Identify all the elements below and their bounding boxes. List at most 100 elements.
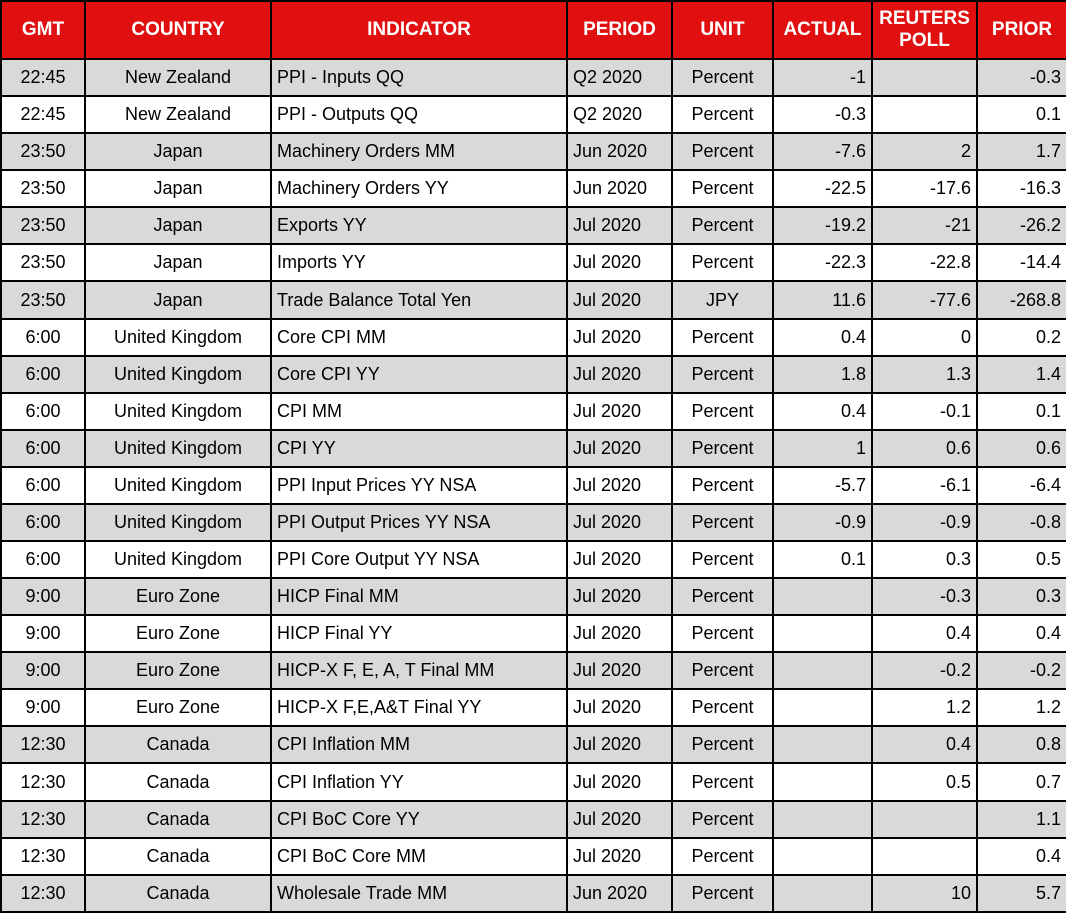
cell-actual: -7.6: [772, 132, 873, 172]
cell-prior: 0.7: [976, 762, 1066, 802]
table-row: 6:00 United Kingdom CPI MM Jul 2020 Percent 0…: [0, 391, 1066, 431]
cell-country: Canada: [84, 836, 272, 876]
cell-actual: -0.9: [772, 502, 873, 543]
cell-country: Japan: [84, 243, 272, 283]
cell-prior: 0.1: [976, 95, 1066, 135]
cell-unit: Percent: [671, 540, 774, 580]
cell-actual: -1: [772, 57, 873, 98]
cell-period: Jul 2020: [566, 206, 673, 246]
cell-period: Jul 2020: [566, 354, 673, 394]
cell-indicator: HICP Final YY: [270, 614, 568, 654]
cell-unit: Percent: [671, 614, 774, 654]
cell-country: United Kingdom: [84, 540, 272, 580]
cell-poll: 0.4: [871, 614, 978, 654]
cell-prior: 5.7: [976, 873, 1066, 913]
cell-prior: 0.4: [976, 836, 1066, 876]
cell-prior: -0.8: [976, 502, 1066, 543]
cell-period: Jul 2020: [566, 540, 673, 580]
cell-poll: -0.9: [871, 502, 978, 543]
cell-prior: -0.2: [976, 651, 1066, 691]
cell-poll: 0.5: [871, 762, 978, 802]
cell-gmt: 9:00: [0, 651, 86, 691]
cell-actual: [772, 614, 873, 654]
cell-poll: -22.8: [871, 243, 978, 283]
cell-country: United Kingdom: [84, 428, 272, 468]
table-row: 12:30 Canada Wholesale Trade MM Jun 2020 Per…: [0, 873, 1066, 913]
table-row: 22:45 New Zealand PPI - Inputs QQ Q2 2020 Pe…: [0, 57, 1066, 98]
cell-actual: 0.1: [772, 540, 873, 580]
cell-unit: Percent: [671, 799, 774, 839]
header-reuters-poll: REUTERS POLL: [871, 0, 978, 60]
cell-period: Jul 2020: [566, 577, 673, 617]
cell-country: Canada: [84, 762, 272, 802]
cell-country: Japan: [84, 280, 272, 320]
cell-prior: 0.6: [976, 428, 1066, 468]
cell-gmt: 12:30: [0, 762, 86, 802]
cell-poll: -6.1: [871, 465, 978, 505]
cell-indicator: Exports YY: [270, 206, 568, 246]
cell-actual: [772, 725, 873, 765]
cell-period: Jul 2020: [566, 280, 673, 320]
cell-prior: -0.3: [976, 57, 1066, 98]
cell-unit: Percent: [671, 873, 774, 913]
cell-indicator: Imports YY: [270, 243, 568, 283]
cell-poll: [871, 57, 978, 98]
cell-unit: Percent: [671, 354, 774, 394]
cell-poll: 0: [871, 317, 978, 357]
cell-indicator: PPI Core Output YY NSA: [270, 540, 568, 580]
header-row: GMT COUNTRY INDICATOR PERIOD UNIT ACTUAL…: [0, 0, 1066, 60]
cell-country: United Kingdom: [84, 354, 272, 394]
cell-gmt: 23:50: [0, 169, 86, 209]
cell-poll: 0.3: [871, 540, 978, 580]
header-unit: UNIT: [671, 0, 774, 60]
cell-indicator: PPI - Inputs QQ: [270, 57, 568, 98]
cell-indicator: CPI Inflation MM: [270, 725, 568, 765]
cell-poll: -17.6: [871, 169, 978, 209]
cell-prior: -14.4: [976, 243, 1066, 283]
cell-country: Canada: [84, 873, 272, 913]
cell-indicator: CPI YY: [270, 428, 568, 468]
cell-poll: [871, 95, 978, 135]
header-country: COUNTRY: [84, 0, 272, 60]
cell-period: Jul 2020: [566, 836, 673, 876]
cell-country: Canada: [84, 725, 272, 765]
header-period: PERIOD: [566, 0, 673, 60]
cell-country: Japan: [84, 206, 272, 246]
cell-actual: [772, 688, 873, 728]
cell-country: Canada: [84, 799, 272, 839]
cell-unit: JPY: [671, 280, 774, 320]
table-row: 6:00 United Kingdom Core CPI YY Jul 2020 Per…: [0, 354, 1066, 394]
cell-poll: -0.2: [871, 651, 978, 691]
cell-poll: -77.6: [871, 280, 978, 320]
cell-indicator: Machinery Orders MM: [270, 132, 568, 172]
cell-indicator: PPI Output Prices YY NSA: [270, 502, 568, 543]
cell-actual: [772, 577, 873, 617]
cell-unit: Percent: [671, 317, 774, 357]
cell-actual: -22.3: [772, 243, 873, 283]
header-gmt: GMT: [0, 0, 86, 60]
cell-actual: [772, 873, 873, 913]
cell-country: United Kingdom: [84, 317, 272, 357]
cell-unit: Percent: [671, 243, 774, 283]
table-row: 9:00 Euro Zone HICP-X F, E, A, T Final MM J…: [0, 651, 1066, 691]
cell-indicator: CPI MM: [270, 391, 568, 431]
cell-indicator: Wholesale Trade MM: [270, 873, 568, 913]
cell-poll: -21: [871, 206, 978, 246]
cell-unit: Percent: [671, 725, 774, 765]
cell-period: Jun 2020: [566, 169, 673, 209]
table-row: 12:30 Canada CPI Inflation MM Jul 2020 Perce…: [0, 725, 1066, 765]
cell-unit: Percent: [671, 502, 774, 543]
cell-poll: 0.6: [871, 428, 978, 468]
cell-actual: 11.6: [772, 280, 873, 320]
cell-unit: Percent: [671, 836, 774, 876]
cell-indicator: HICP Final MM: [270, 577, 568, 617]
cell-period: Jul 2020: [566, 317, 673, 357]
cell-period: Jul 2020: [566, 243, 673, 283]
cell-gmt: 23:50: [0, 243, 86, 283]
cell-unit: Percent: [671, 391, 774, 431]
cell-actual: 0.4: [772, 317, 873, 357]
cell-period: Jul 2020: [566, 688, 673, 728]
table-row: 23:50 Japan Machinery Orders MM Jun 2020 Per…: [0, 132, 1066, 172]
cell-prior: -26.2: [976, 206, 1066, 246]
